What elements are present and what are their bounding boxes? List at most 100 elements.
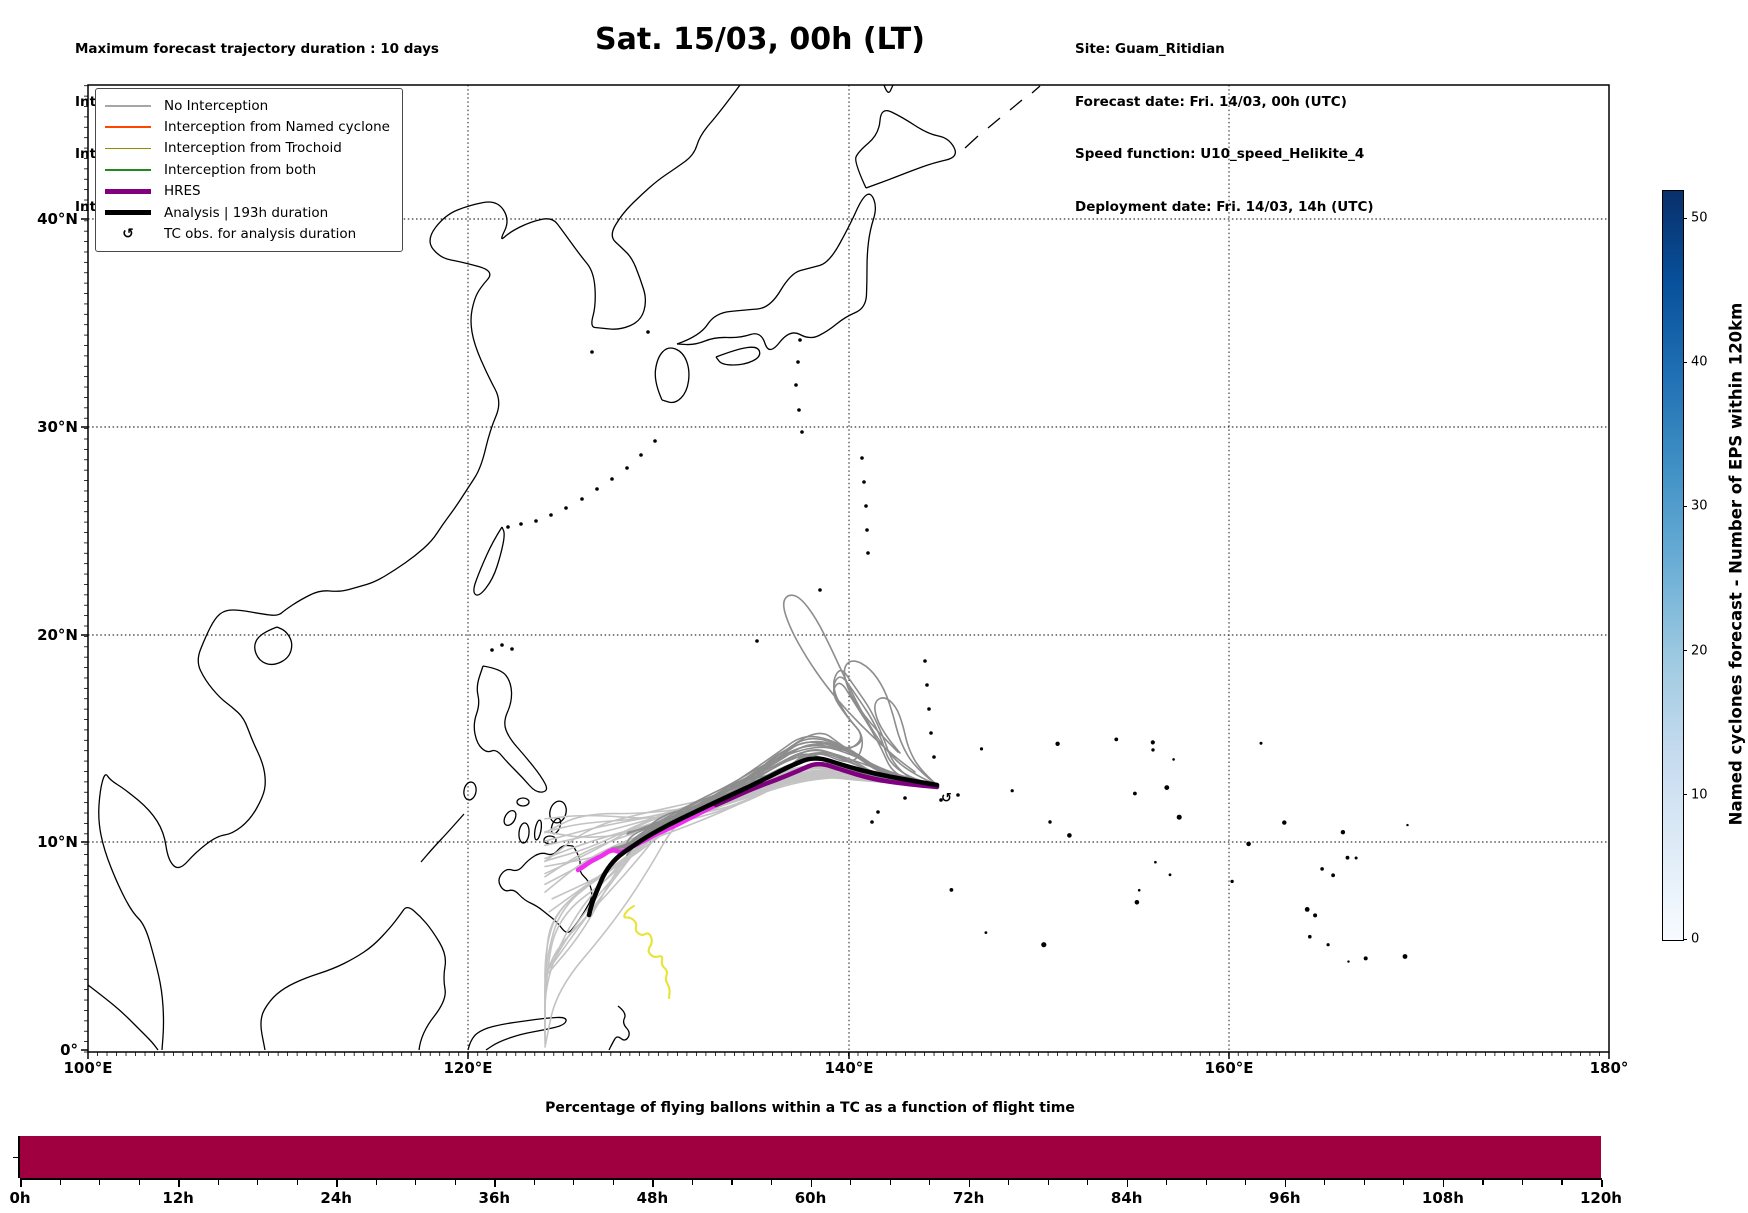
island-dot	[755, 639, 759, 643]
island-dot	[800, 430, 804, 434]
coastline-path	[1031, 85, 1041, 94]
island-dot	[1354, 856, 1358, 860]
legend-item: Interception from Trochoid	[105, 138, 390, 159]
footer-minor-tick	[1166, 1179, 1168, 1185]
island-dot	[595, 487, 599, 491]
island-dot	[1282, 820, 1287, 825]
footer-minor-tick	[533, 1179, 535, 1185]
colorbar-tick-label: 40	[1691, 354, 1708, 370]
footer-minor-tick	[257, 1179, 259, 1185]
footer-minor-tick	[1482, 1179, 1484, 1185]
footer-minor-tick	[850, 1179, 852, 1185]
island-dot	[490, 648, 494, 652]
island-dot	[864, 504, 868, 508]
colorbar-tick-label: 50	[1691, 210, 1708, 226]
island-dot	[927, 707, 931, 711]
footer-minor-tick	[454, 1179, 456, 1185]
island-dot	[1326, 943, 1330, 947]
footer-minor-tick	[889, 1179, 891, 1185]
footer-minor-tick	[1324, 1179, 1326, 1185]
footer-major-tick	[20, 1179, 22, 1187]
island-dot	[1048, 820, 1052, 824]
coastline-path	[676, 193, 877, 351]
coastline-path	[87, 984, 159, 1051]
footer-major-tick	[336, 1179, 338, 1187]
y-tick-label: 30°N	[37, 418, 78, 436]
footer-major-tick	[178, 1179, 180, 1187]
coastline-path	[855, 110, 957, 189]
island-dot	[1340, 830, 1346, 835]
figure-title: Sat. 15/03, 00h (LT)	[595, 22, 925, 57]
legend-item: Analysis | 193h duration	[105, 202, 390, 223]
island-dot	[903, 796, 907, 800]
island-dot	[1164, 785, 1170, 790]
flight-time-tick-label: 60h	[794, 1189, 827, 1207]
island-dot	[796, 360, 800, 364]
colorbar	[1662, 190, 1684, 941]
footer-minor-tick	[929, 1179, 931, 1185]
tc-percentage-bar	[20, 1136, 1601, 1178]
island-dot	[519, 522, 523, 526]
island-dot	[1230, 879, 1234, 884]
island-dot	[1150, 740, 1155, 745]
island-outline	[503, 809, 517, 827]
island-dot	[798, 338, 802, 342]
footer-minor-tick	[1205, 1179, 1207, 1185]
ensemble-member-loop	[843, 660, 938, 786]
footer-minor-tick	[770, 1179, 773, 1185]
legend-item: No Interception	[105, 95, 390, 116]
colorbar-tick	[1683, 794, 1687, 796]
footer-minor-tick	[375, 1179, 377, 1185]
coastline-path	[420, 813, 465, 863]
legend-item-label: TC obs. for analysis duration	[164, 226, 357, 243]
island-dot	[929, 731, 933, 735]
ensemble-member-loop	[874, 697, 938, 786]
footer-minor-tick	[691, 1179, 694, 1185]
island-dot	[646, 330, 650, 334]
coastline-path	[1009, 99, 1023, 111]
footer-minor-tick	[1521, 1179, 1524, 1185]
legend-item: Interception from Named cyclone	[105, 116, 390, 137]
coastline-path	[883, 84, 894, 93]
island-outline	[533, 819, 543, 841]
island-dot	[932, 755, 936, 759]
island-dot	[653, 439, 657, 443]
flight-time-tick-label: 24h	[320, 1189, 352, 1207]
footer-minor-tick	[1008, 1179, 1010, 1185]
island-dot	[1055, 741, 1060, 746]
legend-line-swatch	[105, 104, 151, 107]
coastline-path	[98, 84, 741, 1051]
param-max-duration: Maximum forecast trajectory duration : 1…	[75, 41, 439, 57]
coastline-path	[498, 844, 593, 933]
colorbar-tick-label: 10	[1691, 787, 1708, 803]
legend-item-label: Interception from both	[164, 161, 317, 178]
island-dot	[1010, 789, 1014, 793]
footer-minor-tick	[1363, 1179, 1365, 1185]
island-dot	[1304, 907, 1310, 912]
legend-item-label: HRES	[164, 183, 201, 200]
footer-minor-tick	[1087, 1179, 1089, 1185]
island-dot	[625, 466, 629, 470]
info-speed-function: Speed function: U10_speed_Helikite_4	[1075, 146, 1365, 162]
island-dot	[1320, 867, 1324, 871]
x-tick-label: 100°E	[63, 1059, 113, 1077]
island-dot	[939, 798, 943, 802]
colorbar-tick-label: 0	[1691, 931, 1700, 947]
island-dot	[1363, 956, 1368, 961]
legend-item: HRES	[105, 181, 390, 202]
coastline-path	[254, 626, 293, 666]
island-dot	[1331, 873, 1335, 878]
island-dot	[510, 647, 514, 651]
flight-time-tick-label: 120h	[1580, 1189, 1622, 1207]
island-dot	[1137, 888, 1141, 892]
legend-item-label: Interception from Named cyclone	[164, 119, 390, 136]
flight-time-chart-title: Percentage of flying ballons within a TC…	[545, 1100, 1075, 1116]
coastline-path	[654, 347, 690, 404]
island-dot	[1259, 741, 1263, 745]
footer-major-tick	[494, 1179, 496, 1187]
island-dot	[925, 683, 929, 687]
island-dot	[794, 383, 798, 387]
site-info-block: Site: Guam_Ritidian Forecast date: Fri. …	[1075, 6, 1374, 251]
